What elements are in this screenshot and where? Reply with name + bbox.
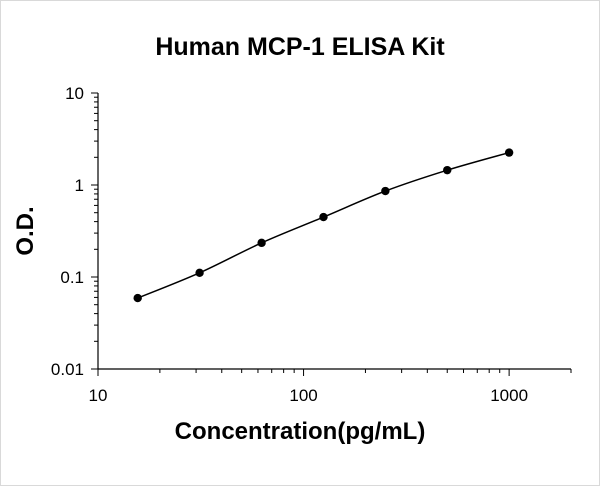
x-tick-label: 1000 bbox=[490, 386, 528, 405]
chart-title: Human MCP-1 ELISA Kit bbox=[155, 33, 445, 61]
tick-labels: 0.01 0.1 1 10 10 100 1000 bbox=[51, 84, 528, 405]
x-tick-label: 100 bbox=[289, 386, 317, 405]
data-point bbox=[381, 186, 390, 196]
data-point bbox=[443, 165, 452, 175]
data-point bbox=[504, 148, 514, 157]
axes bbox=[97, 93, 571, 370]
data-point bbox=[195, 268, 204, 278]
data-point bbox=[319, 212, 328, 222]
x-tick-label: 10 bbox=[89, 386, 108, 405]
tick-marks bbox=[91, 92, 572, 376]
y-tick-label: 0.01 bbox=[51, 360, 84, 379]
y-tick-label: 1 bbox=[75, 176, 84, 195]
y-axis-title: O.D. bbox=[12, 206, 39, 255]
series-line bbox=[137, 151, 510, 299]
data-point bbox=[257, 238, 266, 248]
x-axis-title: Concentration(pg/mL) bbox=[175, 418, 426, 445]
data-point bbox=[133, 293, 142, 303]
y-tick-label: 0.1 bbox=[60, 268, 84, 287]
series-layer bbox=[133, 148, 514, 303]
y-tick-label: 10 bbox=[65, 84, 84, 103]
